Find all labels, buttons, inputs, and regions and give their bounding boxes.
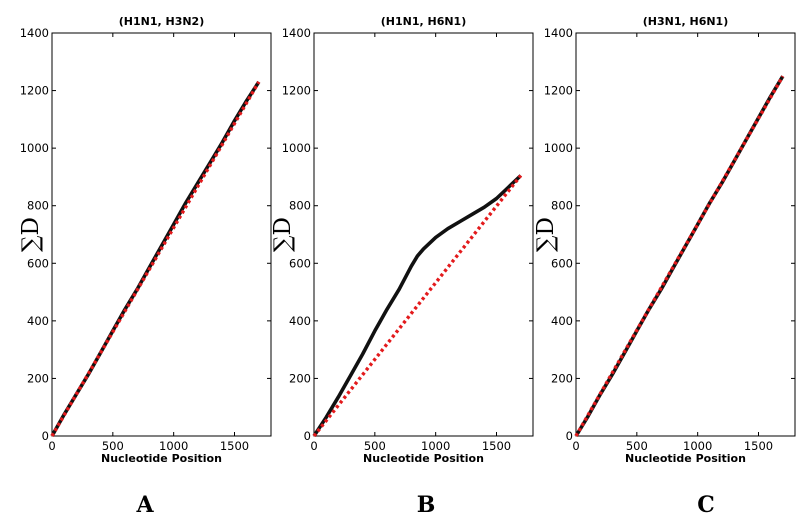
panel-letter: A — [135, 492, 154, 518]
series-line-expected — [50, 81, 261, 437]
y-axis-label: ∑D — [270, 217, 296, 252]
x-tick-label: 1500 — [220, 439, 249, 453]
plot-frame — [575, 32, 796, 437]
chart-title: (H3N1, H6N1) — [643, 15, 729, 28]
x-tick-label: 500 — [102, 439, 124, 453]
x-tick-label: 500 — [626, 439, 648, 453]
x-tick-label: 1500 — [744, 439, 773, 453]
plot-frame — [51, 32, 272, 437]
chart-title: (H1N1, H3N2) — [119, 15, 205, 28]
y-tick-label: 200 — [289, 371, 311, 385]
x-tick-label: 0 — [572, 439, 579, 453]
chart-panel-b: 0 200 400 600 800 1000 1200 1400 0 500 1000 1500 (H1… — [270, 15, 534, 518]
x-axis-label: Nucleotide Position — [625, 452, 746, 465]
x-tick-label: 0 — [310, 439, 317, 453]
x-axis-label: Nucleotide Position — [363, 452, 484, 465]
y-tick-label: 1200 — [20, 84, 49, 98]
x-axis-label: Nucleotide Position — [101, 452, 222, 465]
y-tick-label: 400 — [27, 314, 49, 328]
series-line-observed — [312, 174, 523, 437]
y-tick-label: 1400 — [20, 26, 49, 40]
chart-panel-a: 0 200 400 600 800 1000 1200 1400 0 500 1000 1500 (H1… — [18, 15, 272, 518]
y-tick-label: 800 — [27, 199, 49, 213]
y-tick-label: 400 — [289, 314, 311, 328]
y-tick-label: 1200 — [544, 84, 573, 98]
y-tick-label: 0 — [42, 429, 49, 443]
panel-letter: C — [697, 492, 715, 518]
chart-panel-c: 0 200 400 600 800 1000 1200 1400 0 500 1000 1500 (H3… — [533, 15, 796, 518]
y-tick-label: 600 — [551, 256, 573, 270]
x-tick-label: 1000 — [683, 439, 712, 453]
x-tick-label: 0 — [48, 439, 55, 453]
y-tick-label: 0 — [566, 429, 573, 443]
y-tick-label: 800 — [289, 199, 311, 213]
x-tick-label: 1000 — [421, 439, 450, 453]
x-tick-label: 1000 — [159, 439, 188, 453]
y-tick-label: 1200 — [282, 84, 311, 98]
panel-letter: B — [417, 492, 436, 518]
y-tick-label: 400 — [551, 314, 573, 328]
y-tick-label: 800 — [551, 199, 573, 213]
plot-frame — [313, 32, 534, 437]
y-tick-label: 200 — [27, 371, 49, 385]
y-tick-label: 1000 — [544, 141, 573, 155]
chart-title: (H1N1, H6N1) — [381, 15, 467, 28]
series-line-expected — [312, 174, 523, 438]
y-axis-label: ∑D — [533, 217, 559, 252]
y-axis-label: ∑D — [18, 217, 44, 252]
y-tick-label: 600 — [27, 256, 49, 270]
y-tick-label: 600 — [289, 256, 311, 270]
y-tick-label: 1000 — [282, 141, 311, 155]
y-tick-label: 0 — [304, 429, 311, 443]
x-tick-label: 1500 — [482, 439, 511, 453]
y-tick-label: 200 — [551, 371, 573, 385]
y-tick-label: 1000 — [20, 141, 49, 155]
y-tick-label: 1400 — [544, 26, 573, 40]
x-tick-label: 500 — [364, 439, 386, 453]
y-tick-label: 1400 — [282, 26, 311, 40]
